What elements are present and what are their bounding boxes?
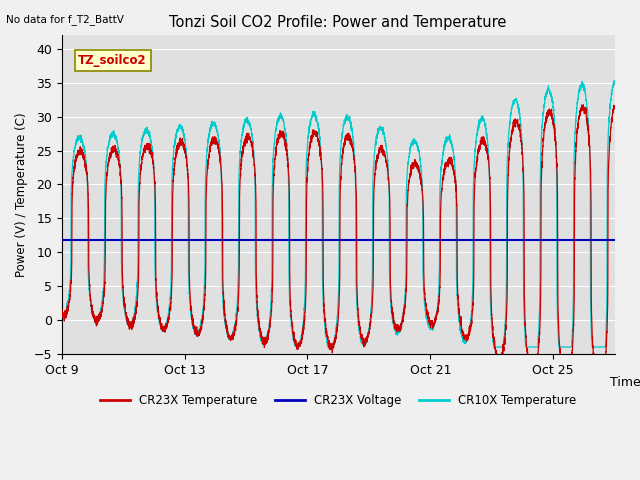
Text: No data for f_T2_BattV: No data for f_T2_BattV bbox=[6, 14, 124, 25]
Title: Tonzi Soil CO2 Profile: Power and Temperature: Tonzi Soil CO2 Profile: Power and Temper… bbox=[170, 15, 507, 30]
Y-axis label: Power (V) / Temperature (C): Power (V) / Temperature (C) bbox=[15, 112, 28, 277]
Legend: CR23X Temperature, CR23X Voltage, CR10X Temperature: CR23X Temperature, CR23X Voltage, CR10X … bbox=[95, 389, 581, 411]
X-axis label: Time: Time bbox=[611, 376, 640, 389]
Text: TZ_soilco2: TZ_soilco2 bbox=[78, 54, 147, 67]
